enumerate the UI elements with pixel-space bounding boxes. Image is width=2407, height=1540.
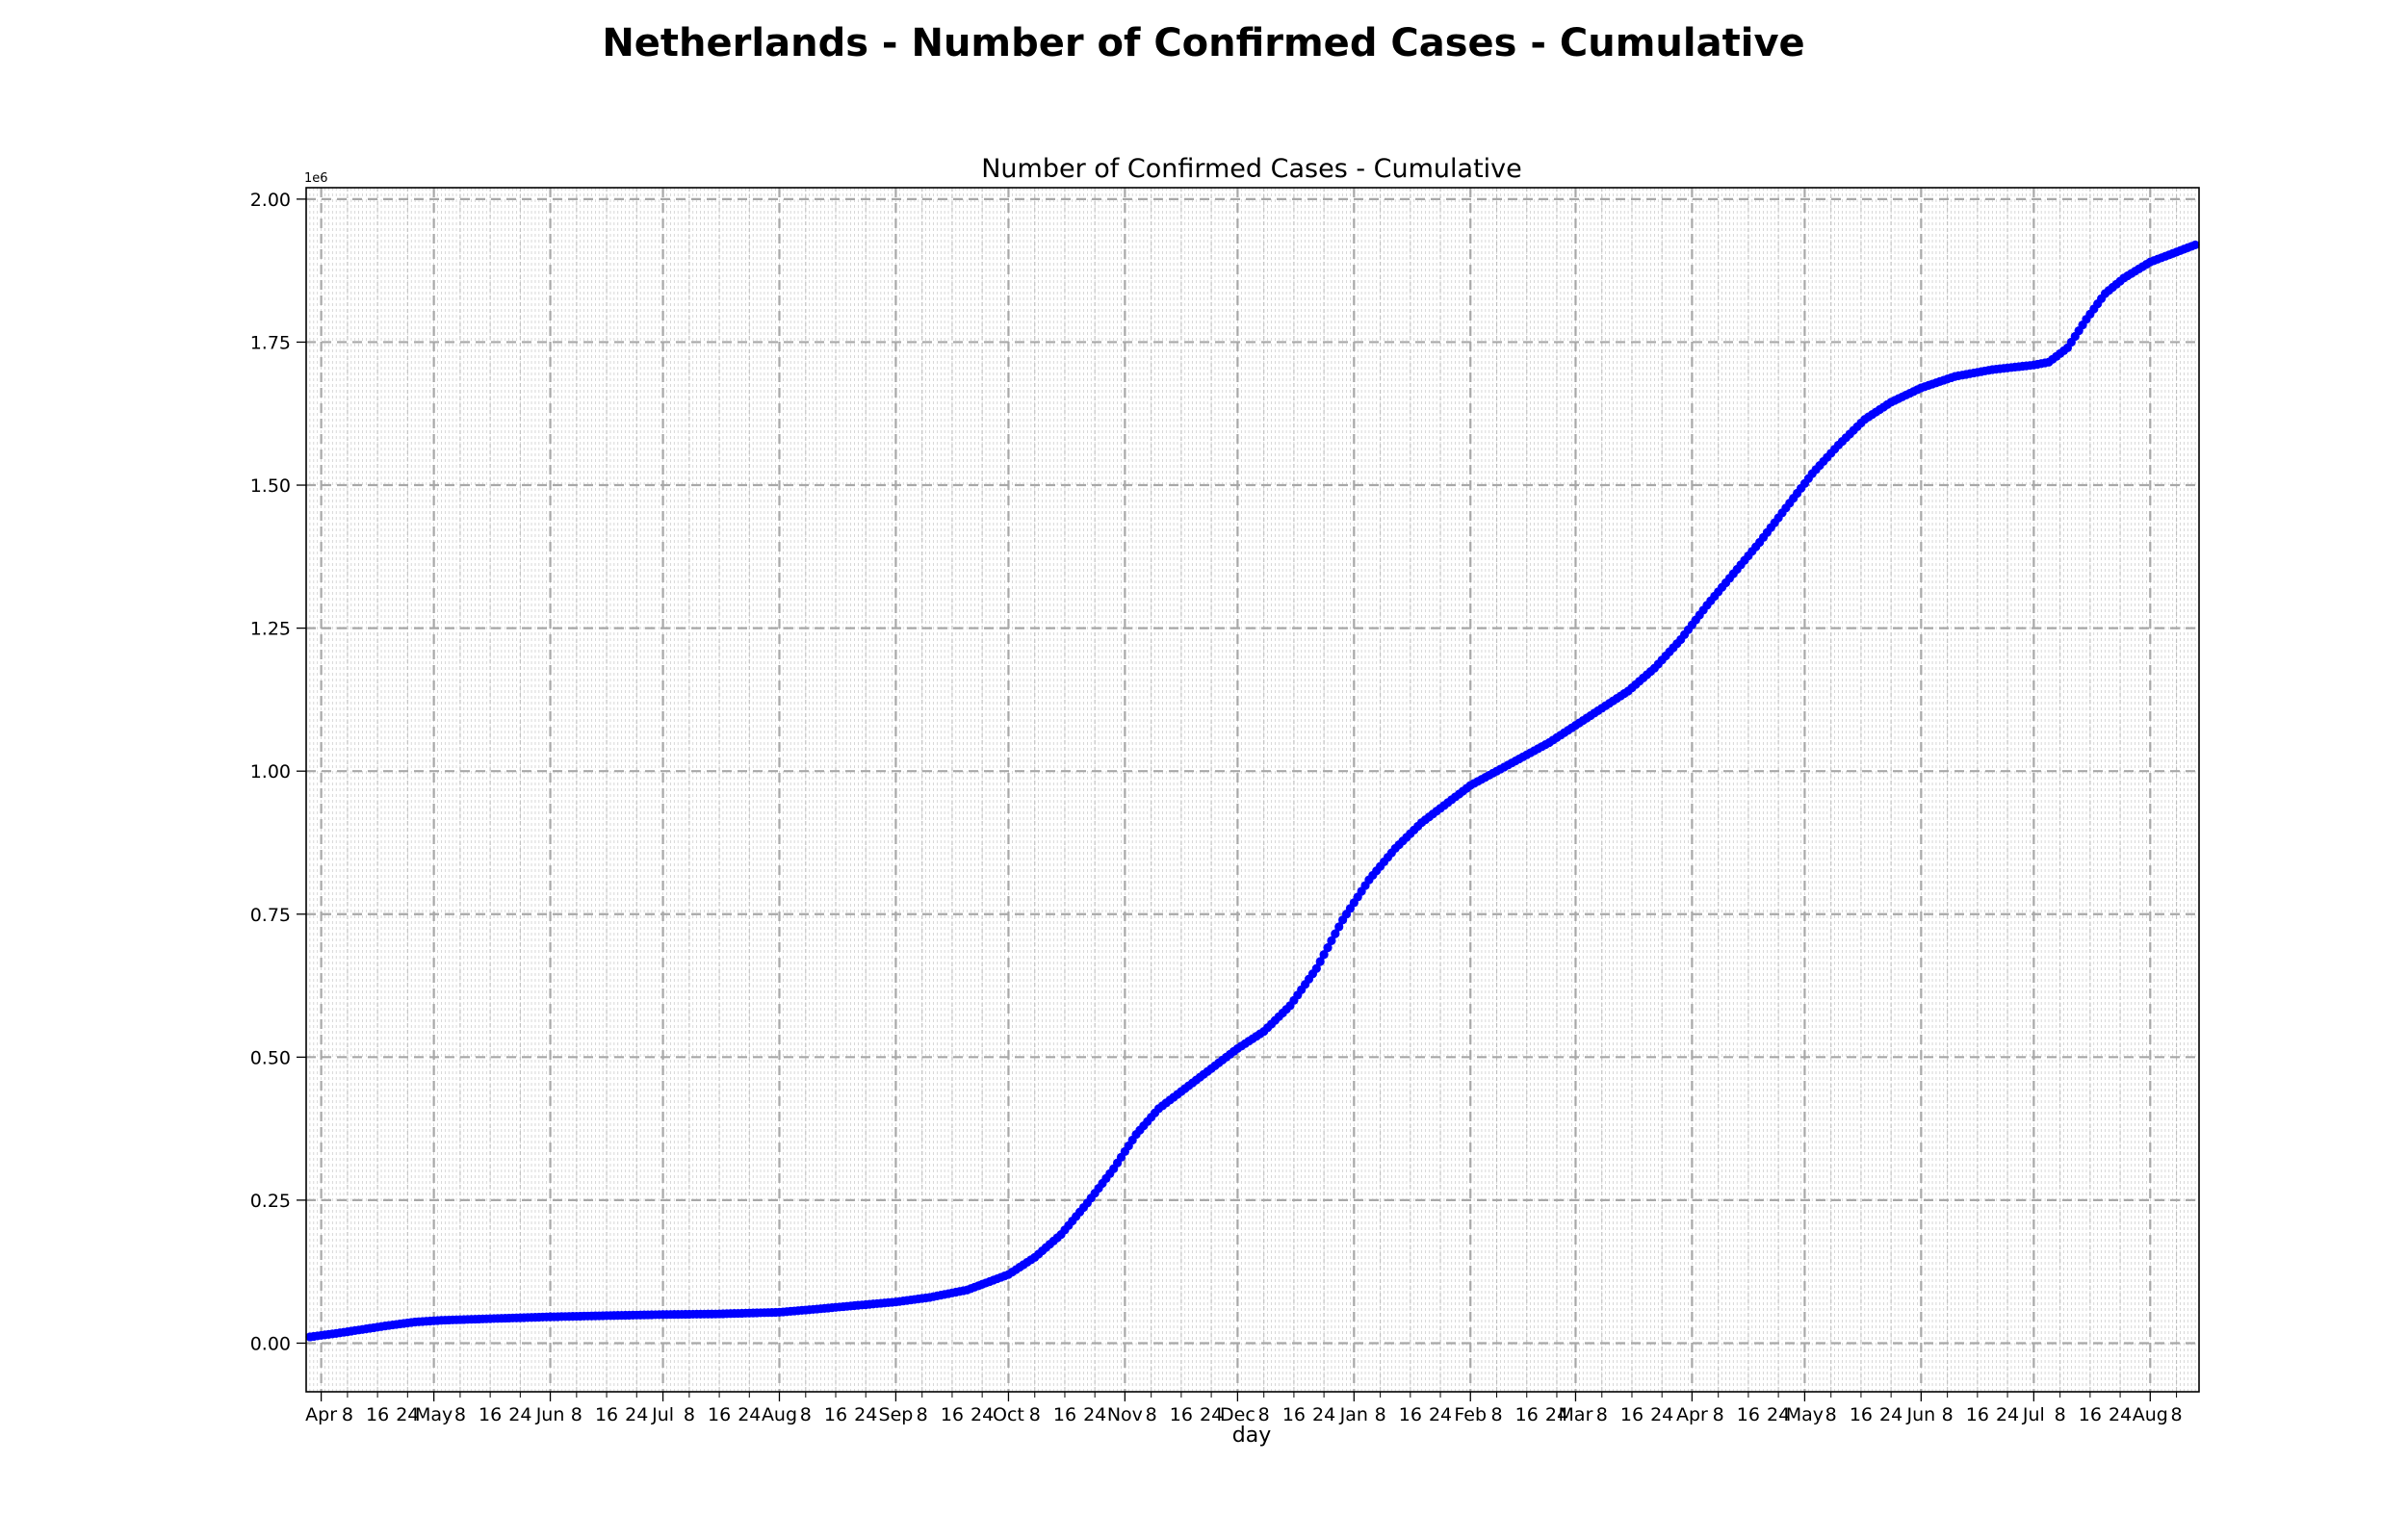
x-tick-label: 24 xyxy=(1312,1404,1335,1425)
y-tick-label: 0.25 xyxy=(250,1191,291,1212)
x-tick-label: 8 xyxy=(684,1404,695,1425)
x-tick-label: 8 xyxy=(1825,1404,1837,1425)
major-grid xyxy=(306,188,2199,1392)
x-tick-label: 8 xyxy=(571,1404,582,1425)
x-tick-label: 16 xyxy=(1399,1404,1422,1425)
data-point xyxy=(1311,963,1321,973)
x-tick-label: 24 xyxy=(971,1404,994,1425)
x-tick-label: 16 xyxy=(941,1404,964,1425)
x-tick-label: 8 xyxy=(1258,1404,1270,1425)
x-tick-label: 8 xyxy=(454,1404,466,1425)
x-tick-label: 8 xyxy=(2055,1404,2066,1425)
figure-title: Netherlands - Number of Confirmed Cases … xyxy=(602,21,1805,65)
data-point xyxy=(1331,929,1340,938)
data-point xyxy=(1315,957,1325,966)
x-tick-label: 24 xyxy=(1083,1404,1106,1425)
x-tick-label: Jul xyxy=(2022,1404,2045,1425)
x-tick-label: 24 xyxy=(625,1404,648,1425)
x-tick-label: 8 xyxy=(800,1404,812,1425)
data-point xyxy=(1334,922,1344,932)
y-tick-label: 1.25 xyxy=(250,619,291,640)
x-tick-label: May xyxy=(415,1404,453,1425)
y-axis-ticks: 0.00 0.25 0.50 0.75 1.00 1.25 1.50 1.75 2.00 xyxy=(250,190,306,1354)
x-tick-label: 16 xyxy=(708,1404,731,1425)
x-tick-label: 8 xyxy=(1491,1404,1503,1425)
x-tick-label: 8 xyxy=(1596,1404,1608,1425)
x-tick-label: 24 xyxy=(1545,1404,1568,1425)
y-axis-offset-label: 1e6 xyxy=(304,171,328,186)
y-tick-label: 0.75 xyxy=(250,905,291,926)
series-layer xyxy=(305,240,2200,1342)
x-tick-label: Dec xyxy=(1220,1404,1255,1425)
x-axis-ticks: Apr May Jun Jul Aug Sep Oct Nov Dec Jan Feb Mar Apr M… xyxy=(305,1392,2183,1425)
x-tick-label: 8 xyxy=(1375,1404,1386,1425)
y-tick-label: 1.00 xyxy=(250,761,291,783)
data-point xyxy=(1327,936,1336,945)
plot-frame xyxy=(305,187,2200,1393)
x-axis-label: day xyxy=(1232,1424,1271,1448)
x-tick-label: 8 xyxy=(1146,1404,1157,1425)
x-tick-label: 24 xyxy=(1200,1404,1223,1425)
chart-title: Number of Confirmed Cases - Cumulative xyxy=(981,154,1522,184)
x-tick-label: 24 xyxy=(508,1404,531,1425)
x-tick-label: Jan xyxy=(1339,1404,1368,1425)
data-point xyxy=(1323,942,1333,953)
x-tick-label: 24 xyxy=(396,1404,419,1425)
y-tick-label: 2.00 xyxy=(250,190,291,211)
x-tick-label: Apr xyxy=(1676,1404,1708,1425)
x-tick-label: 24 xyxy=(738,1404,761,1425)
x-tick-label: Feb xyxy=(1454,1404,1487,1425)
x-tick-label: Jun xyxy=(535,1404,565,1425)
x-tick-label: 16 xyxy=(479,1404,502,1425)
x-tick-label: Aug xyxy=(762,1404,797,1425)
x-tick-label: Apr xyxy=(305,1404,337,1425)
x-tick-label: 16 xyxy=(595,1404,618,1425)
x-tick-label: 16 xyxy=(1282,1404,1306,1425)
x-tick-label: 8 xyxy=(1029,1404,1041,1425)
x-tick-label: 16 xyxy=(1966,1404,1989,1425)
x-tick-label: 16 xyxy=(1737,1404,1760,1425)
x-tick-label: 16 xyxy=(1053,1404,1076,1425)
x-tick-label: 8 xyxy=(1713,1404,1724,1425)
x-tick-label: 16 xyxy=(2079,1404,2102,1425)
y-tick-label: 0.00 xyxy=(250,1333,291,1354)
minor-grid xyxy=(305,188,2200,1392)
x-tick-label: 24 xyxy=(1767,1404,1790,1425)
x-tick-label: Jun xyxy=(1905,1404,1935,1425)
x-tick-label: 16 xyxy=(366,1404,389,1425)
x-tick-label: May xyxy=(1786,1404,1824,1425)
x-tick-label: 8 xyxy=(342,1404,353,1425)
x-tick-label: 16 xyxy=(1170,1404,1193,1425)
x-tick-label: 24 xyxy=(854,1404,877,1425)
x-tick-label: 16 xyxy=(1850,1404,1873,1425)
x-tick-label: 8 xyxy=(1942,1404,1954,1425)
x-tick-label: 24 xyxy=(2109,1404,2132,1425)
x-tick-label: Nov xyxy=(1107,1404,1143,1425)
data-point xyxy=(2190,240,2200,250)
y-tick-label: 1.50 xyxy=(250,475,291,497)
x-tick-label: 16 xyxy=(1515,1404,1539,1425)
data-point xyxy=(1319,950,1329,960)
x-tick-label: Mar xyxy=(1559,1404,1593,1425)
x-tick-label: Oct xyxy=(993,1404,1024,1425)
x-tick-label: Aug xyxy=(2133,1404,2168,1425)
x-tick-label: 24 xyxy=(1879,1404,1902,1425)
x-tick-label: 16 xyxy=(1620,1404,1643,1425)
y-tick-label: 1.75 xyxy=(250,332,291,353)
x-tick-label: 8 xyxy=(917,1404,928,1425)
y-tick-label: 0.50 xyxy=(250,1047,291,1068)
x-tick-label: 24 xyxy=(1996,1404,2019,1425)
x-tick-label: 8 xyxy=(2171,1404,2183,1425)
x-tick-label: Sep xyxy=(879,1404,914,1425)
x-tick-label: 24 xyxy=(1429,1404,1452,1425)
x-tick-label: 16 xyxy=(824,1404,847,1425)
x-tick-label: Jul xyxy=(651,1404,674,1425)
x-tick-label: 24 xyxy=(1650,1404,1673,1425)
